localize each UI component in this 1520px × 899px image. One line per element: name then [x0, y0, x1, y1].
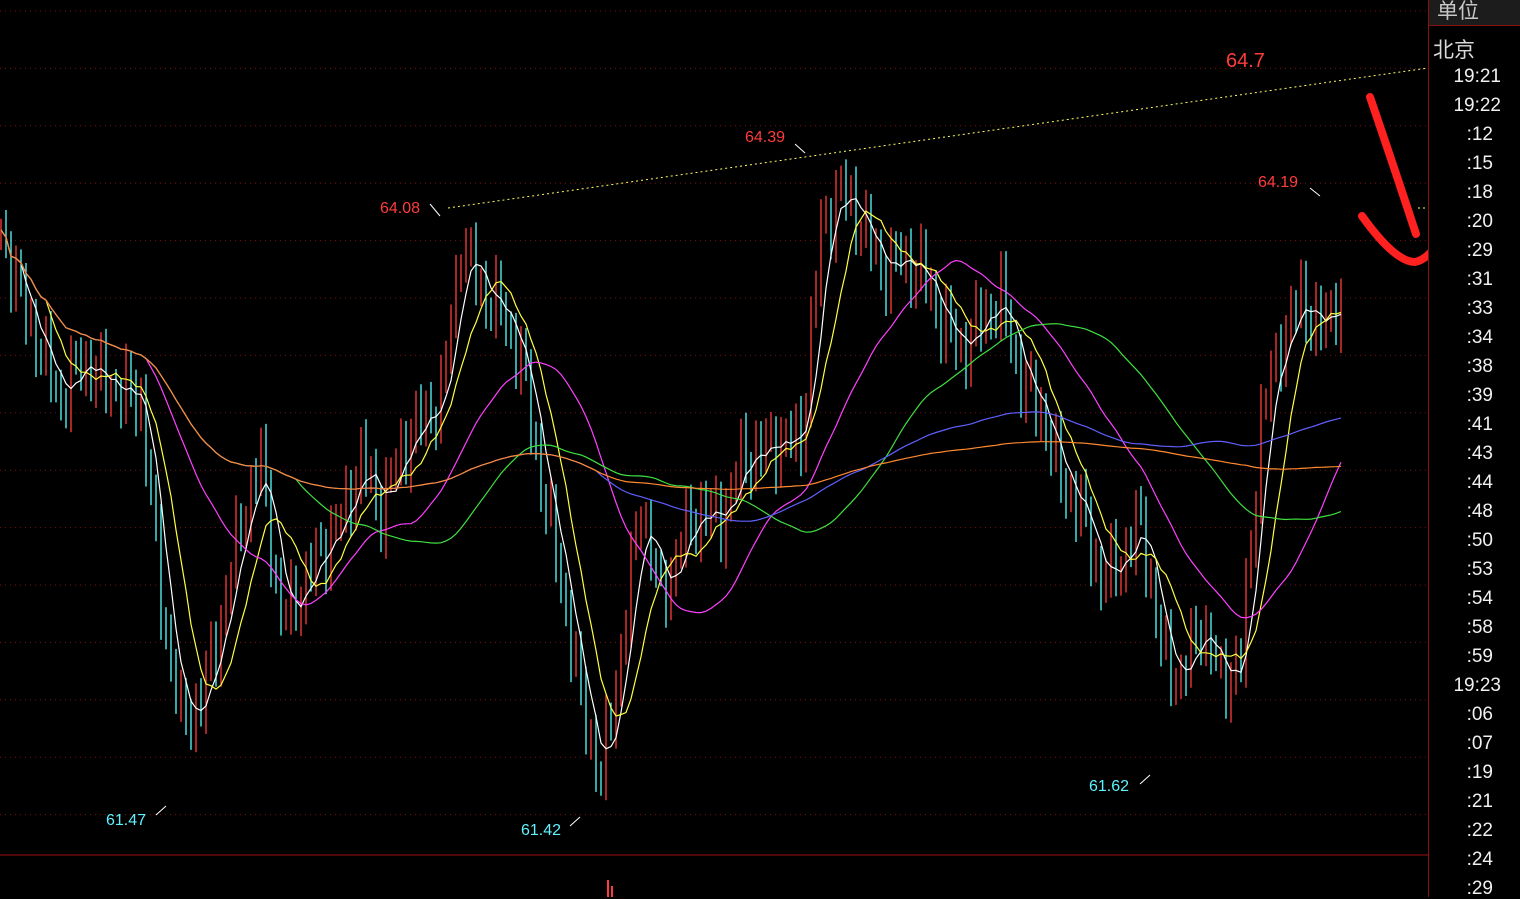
time-label: :06	[1466, 704, 1493, 725]
time-label: :18	[1466, 182, 1493, 203]
time-label: :59	[1466, 646, 1493, 667]
price-chart[interactable]	[0, 0, 1428, 897]
ma60-line	[0, 229, 1342, 544]
extreme-pointer-icon	[1309, 187, 1321, 197]
time-label: :50	[1466, 530, 1493, 551]
time-label: :48	[1466, 501, 1493, 522]
ma5-line	[0, 198, 1342, 750]
unit-label: 单位	[1429, 0, 1520, 26]
hand-drawn-arrow-icon	[1366, 93, 1420, 238]
time-label: :38	[1466, 356, 1493, 377]
time-label: :29	[1466, 240, 1493, 261]
time-label: :20	[1466, 211, 1493, 232]
volume-bar	[611, 886, 613, 897]
low-label-3: 61.62	[1089, 778, 1130, 795]
time-label: :12	[1466, 124, 1493, 145]
ma10-line	[0, 210, 1342, 717]
time-axis-panel: 单位 北京 19:21 19:22 :12 :15 :18 :20 :29 :31 :33 :34…	[1428, 0, 1520, 899]
target-price-label: 64.7	[1226, 50, 1265, 72]
time-label: :21	[1466, 791, 1493, 812]
time-label: :53	[1466, 559, 1493, 580]
time-label: 19:22	[1453, 95, 1501, 116]
time-label: :15	[1466, 153, 1493, 174]
hand-drawn-arrowhead-icon	[1358, 212, 1428, 267]
high-label-2: 64.39	[745, 129, 786, 146]
low-label-2: 61.42	[521, 822, 562, 839]
extreme-pointer-icon	[155, 805, 167, 816]
time-label: :19	[1466, 762, 1493, 783]
time-label: :31	[1466, 269, 1493, 290]
time-label: :29	[1466, 878, 1493, 899]
extreme-pointer-icon	[794, 143, 806, 154]
time-label: 19:21	[1453, 66, 1501, 87]
time-label: :43	[1466, 443, 1493, 464]
time-label: 19:23	[1453, 675, 1501, 696]
low-label-1: 61.47	[106, 812, 147, 829]
high-label-3: 64.19	[1258, 174, 1299, 191]
extreme-pointer-icon	[429, 203, 441, 217]
time-label: :44	[1466, 472, 1493, 493]
ma250-line	[0, 229, 1342, 490]
time-label: :33	[1466, 298, 1493, 319]
time-label: :39	[1466, 385, 1493, 406]
ma30-line	[0, 229, 1342, 619]
time-label: :41	[1466, 414, 1493, 435]
ma120-line	[0, 229, 1342, 522]
time-label: :54	[1466, 588, 1493, 609]
extreme-pointer-icon	[569, 816, 581, 827]
time-label: :24	[1466, 849, 1493, 870]
time-label: :34	[1466, 327, 1493, 348]
volume-bar	[607, 880, 609, 897]
time-label: :07	[1466, 733, 1493, 754]
time-label: :58	[1466, 617, 1493, 638]
extreme-pointer-icon	[1139, 774, 1151, 785]
city-label: 北京	[1433, 39, 1475, 62]
high-label-1: 64.08	[380, 200, 421, 217]
time-label: :22	[1466, 820, 1493, 841]
